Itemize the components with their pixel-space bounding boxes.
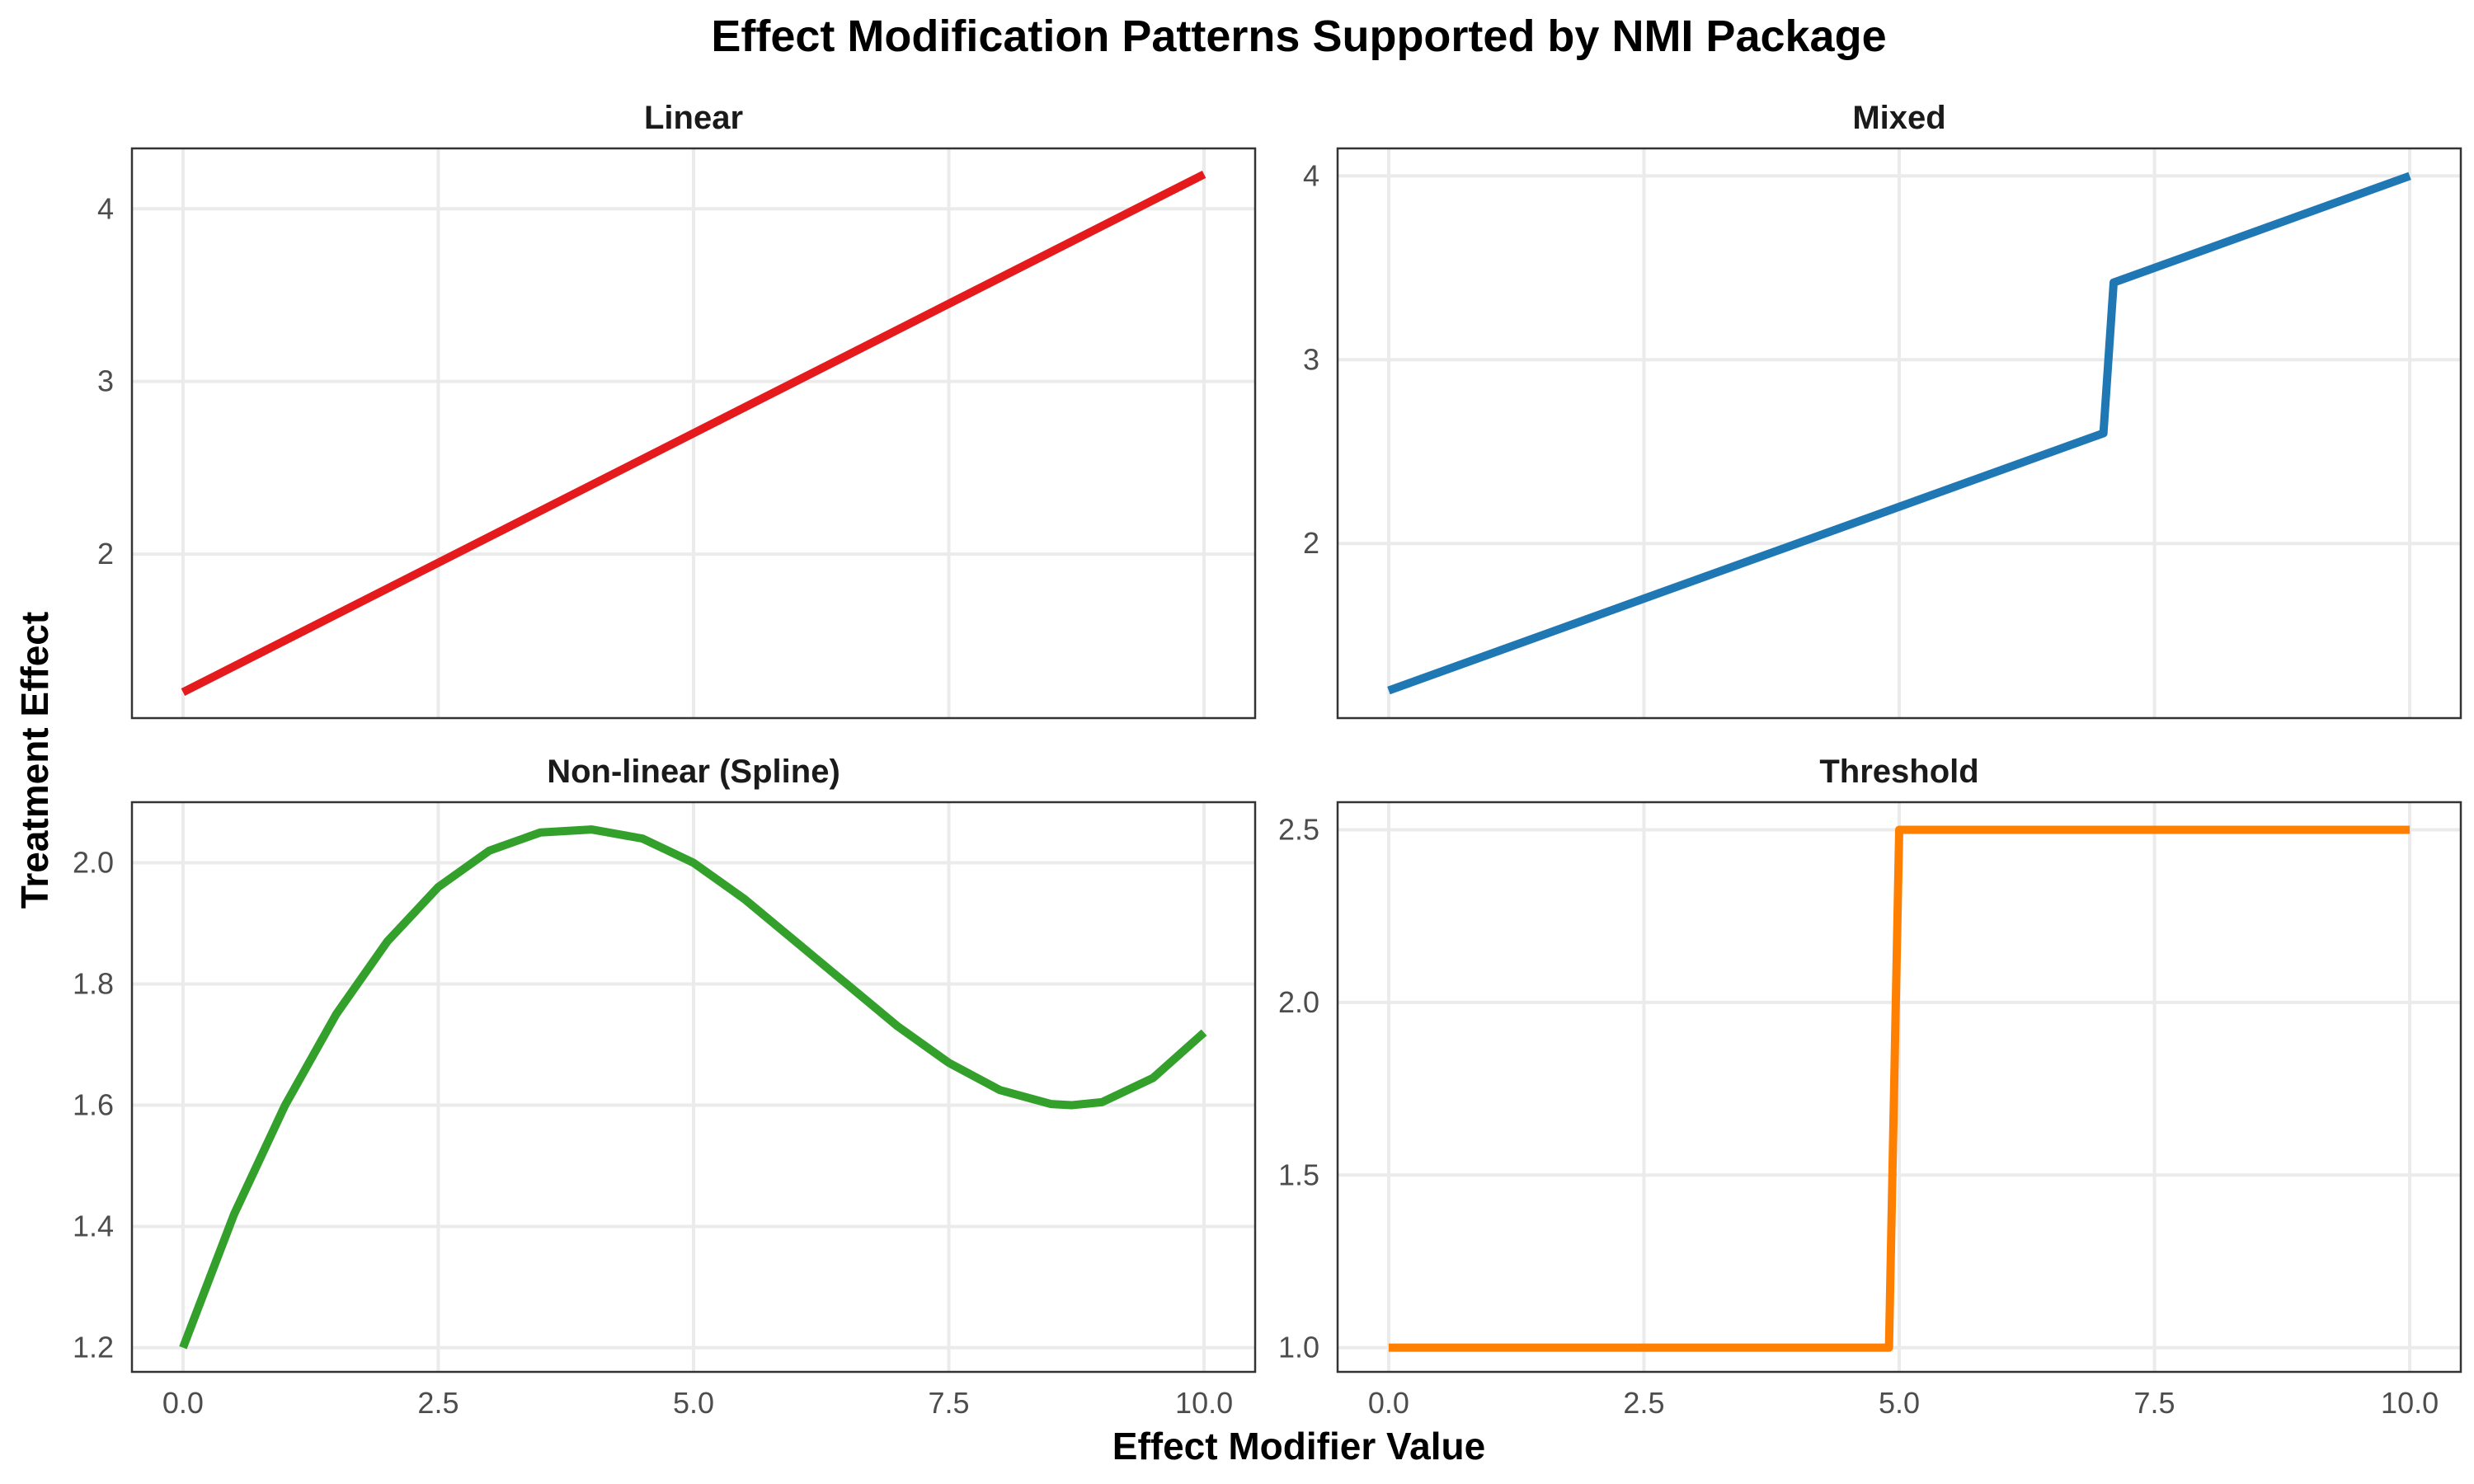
y-tick-label: 3 <box>1303 342 1319 376</box>
x-tick-label: 5.0 <box>1879 1386 1920 1420</box>
y-tick-label: 1.5 <box>1278 1158 1319 1191</box>
series-line-non-linear-spline <box>179 825 1207 1350</box>
y-tick-label: 1.8 <box>73 967 114 1001</box>
y-tick-label: 4 <box>97 191 114 225</box>
facet-title: Mixed <box>1852 100 1945 136</box>
facet-title: Threshold <box>1819 754 1978 790</box>
x-tick-label: 0.0 <box>1368 1386 1409 1420</box>
facet-panels: Linear 2 3 4 Mixed 2 3 4 Non-linear (Spline) 1.2 1… <box>73 100 2462 1420</box>
panel-non-linear-spline: Non-linear (Spline) 1.2 1.4 1.6 1.8 2.0 0.0 2.5… <box>73 754 1257 1420</box>
panel-border <box>1336 147 2462 720</box>
y-tick-label: 4 <box>1303 158 1319 192</box>
x-tick-label: 7.5 <box>2134 1386 2175 1420</box>
y-tick-label: 2.5 <box>1278 813 1319 847</box>
x-tick-label: 2.5 <box>417 1386 459 1420</box>
x-tick-label: 7.5 <box>929 1386 970 1420</box>
y-tick-label: 2 <box>1303 526 1319 560</box>
facet-title: Linear <box>644 100 743 136</box>
y-tick-label: 2.0 <box>73 846 114 880</box>
x-tick-label: 2.5 <box>1623 1386 1664 1420</box>
y-tick-label: 1.6 <box>73 1088 114 1122</box>
x-tick-label: 0.0 <box>162 1386 204 1420</box>
x-tick-label: 10.0 <box>2381 1386 2439 1420</box>
panel-linear: Linear 2 3 4 <box>97 100 1257 720</box>
panel-border <box>130 147 1257 720</box>
y-tick-label: 2.0 <box>1278 985 1319 1019</box>
y-tick-label: 2 <box>97 537 114 571</box>
x-tick-label: 10.0 <box>1175 1386 1233 1420</box>
x-axis-title: Effect Modifier Value <box>1112 1425 1485 1468</box>
y-axis-title: Treatment Effect <box>13 612 56 909</box>
series-line-threshold <box>1388 825 2411 1352</box>
series-line-mixed <box>1387 171 2411 695</box>
panel-threshold: Threshold 1.0 1.5 2.0 2.5 0.0 2.5 5.0 7.5 10.0 <box>1278 754 2462 1420</box>
panel-mixed: Mixed 2 3 4 <box>1303 100 2462 720</box>
x-tick-label: 5.0 <box>673 1386 714 1420</box>
y-tick-label: 1.4 <box>73 1209 114 1243</box>
y-tick-label: 1.0 <box>1278 1331 1319 1364</box>
panel-border <box>1336 801 2462 1374</box>
series-line-linear <box>181 170 1206 697</box>
facet-title: Non-linear (Spline) <box>547 754 840 790</box>
chart-title: Effect Modification Patterns Supported b… <box>711 12 1886 61</box>
y-tick-label: 1.2 <box>73 1331 114 1364</box>
panel-border <box>130 801 1257 1374</box>
y-tick-label: 3 <box>97 364 114 398</box>
